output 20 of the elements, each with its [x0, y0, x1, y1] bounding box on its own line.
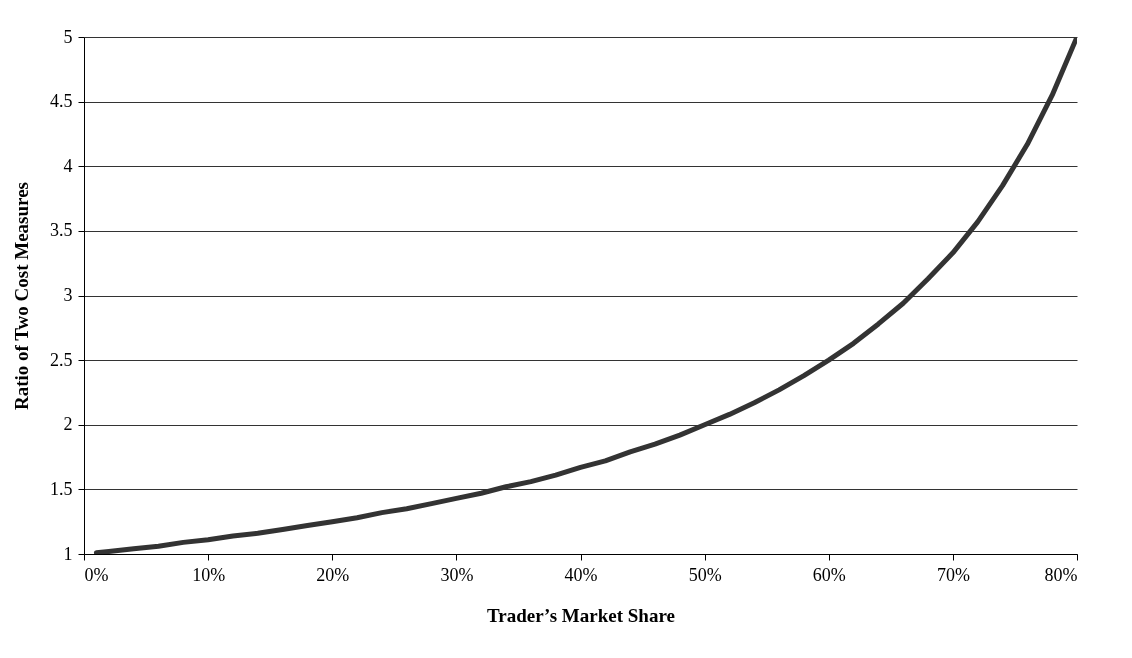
x-tick-label: 70% — [936, 564, 970, 585]
x-tick-label: 10% — [192, 564, 226, 585]
y-tick-label: 4.5 — [50, 91, 73, 112]
y-tick-label: 5 — [63, 26, 73, 47]
x-tick-label: 0% — [84, 564, 109, 585]
y-tick-label: 3 — [63, 285, 73, 305]
y-axis-title: Ratio of Two Cost Measures — [11, 182, 32, 410]
x-tick-label: 60% — [812, 564, 846, 585]
x-tick-label: 20% — [316, 564, 350, 585]
y-tick-label: 2 — [63, 414, 73, 435]
y-tick-label: 1.5 — [50, 478, 73, 499]
y-tick-label: 1 — [63, 543, 73, 564]
x-tick-label: 50% — [688, 564, 722, 585]
x-tick-label: 40% — [564, 564, 598, 585]
y-tick-label: 3.5 — [50, 220, 73, 241]
x-axis-title: Trader’s Market Share — [487, 604, 675, 626]
y-tick-label: 2.5 — [50, 349, 73, 370]
x-tick-label: 30% — [440, 564, 474, 585]
x-tick-label: 80% — [1044, 564, 1078, 585]
y-tick-label: 4 — [63, 155, 73, 176]
